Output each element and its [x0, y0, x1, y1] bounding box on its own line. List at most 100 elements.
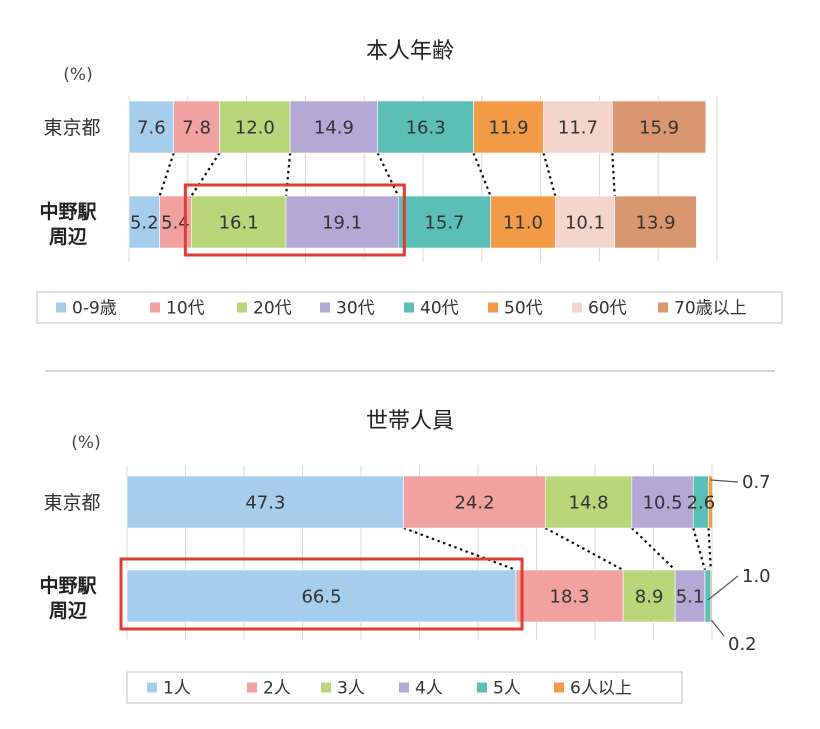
connector-line — [158, 152, 175, 197]
data-label: 11.0 — [503, 213, 543, 234]
legend-swatch — [488, 302, 498, 313]
callout-label: 0.7 — [742, 472, 771, 493]
bar-segment — [289, 100, 379, 154]
data-label: 15.9 — [639, 118, 679, 139]
legend-entry: 10代 — [166, 299, 205, 319]
bar-segment — [614, 195, 697, 249]
legend-swatch — [237, 302, 247, 313]
connector-line — [376, 152, 400, 197]
unit-label: (%) — [63, 65, 92, 85]
bar-segment — [544, 475, 633, 529]
legend-entry: 20代 — [253, 299, 292, 319]
legend-swatch — [150, 302, 160, 313]
bar-segment — [128, 100, 174, 154]
data-label: 10.1 — [565, 213, 605, 234]
data-label: 15.7 — [424, 213, 464, 234]
data-label: 5.2 — [130, 213, 159, 234]
legend-entry: 0-9歳 — [72, 299, 117, 319]
legend-swatch — [247, 682, 257, 693]
callout-leader — [710, 479, 739, 483]
bar-segment — [708, 475, 713, 529]
legend-swatch — [658, 302, 668, 313]
data-label: 18.3 — [550, 587, 590, 608]
legend-swatch — [404, 302, 414, 313]
connector-lines — [158, 152, 616, 197]
data-label: 13.9 — [636, 213, 676, 234]
data-label: 11.9 — [489, 118, 529, 139]
data-label: 5.1 — [676, 587, 705, 608]
legend-entry: 40代 — [420, 299, 459, 319]
legend-entry: 30代 — [336, 299, 375, 319]
bar-row: 7.6 7.8 12.0 14.9 16.3 11.9 11.7 15.9 — [128, 100, 707, 154]
bar-segment — [490, 195, 556, 249]
category-label: 中野駅周辺 — [39, 200, 97, 248]
bar-segment — [403, 475, 546, 529]
data-label: 24.2 — [454, 493, 494, 514]
bar-segment — [704, 569, 712, 623]
connector-line — [544, 527, 624, 571]
data-label: 5.4 — [161, 213, 190, 234]
connector-line — [611, 152, 616, 197]
category-label: 東京都 — [43, 492, 100, 514]
data-label: 16.3 — [406, 118, 446, 139]
connector-line — [403, 526, 517, 572]
highlight-box — [183, 183, 406, 257]
data-label: 7.6 — [137, 118, 166, 139]
legend-swatch — [147, 682, 157, 693]
highlight-box — [119, 557, 524, 631]
chart-household: 世帯人員 (%) 47.3 24.2 14.8 10.5 2.6 東京都 66.5 18.3 8.9… — [39, 409, 771, 704]
bar-segment — [191, 195, 287, 249]
bar-segment — [173, 100, 220, 154]
bar-segment — [219, 100, 291, 154]
legend-swatch — [399, 682, 409, 693]
callout-label: 1.0 — [742, 566, 771, 587]
legend-entry: 50代 — [504, 299, 543, 319]
legend-swatch — [572, 302, 582, 313]
data-label: 66.5 — [301, 587, 341, 608]
bar-segment — [710, 569, 713, 623]
connector-line — [707, 527, 712, 571]
category-label: 東京都 — [43, 117, 100, 139]
legend-entry: 5人 — [493, 679, 521, 699]
legend: 1人 2人 3人 4人 5人 6人以上 — [126, 671, 683, 704]
callout-label: 0.2 — [728, 634, 757, 655]
legend-swatch — [320, 302, 330, 313]
legend-swatch — [554, 682, 564, 693]
bar-segment — [543, 100, 613, 154]
data-label: 14.9 — [314, 118, 354, 139]
bar-segment — [674, 569, 706, 623]
legend-swatch — [477, 682, 487, 693]
legend-entry: 3人 — [337, 679, 365, 699]
chart-age: 本人年齢 (%) 7.6 7.8 12.0 14.9 16.3 11.9 11.7 15.9 東京都… — [36, 39, 783, 324]
data-label: 8.9 — [635, 587, 664, 608]
bar-row: 5.2 5.4 16.1 19.1 15.7 11.0 10.1 13.9 — [128, 195, 697, 249]
callout-leader — [710, 619, 725, 637]
connector-line — [692, 527, 707, 571]
bar-segment — [622, 569, 676, 623]
legend: 0-9歳 10代 20代 30代 40代 50代 60代 70歳以上 — [36, 291, 783, 324]
legend-entry: 4人 — [415, 679, 443, 699]
bar-segment — [377, 100, 474, 154]
bar-segment — [398, 195, 491, 249]
chart-title: 本人年齢 — [366, 39, 454, 64]
bar-segment — [554, 195, 615, 249]
bar-segment — [612, 100, 707, 154]
legend-swatch — [321, 682, 331, 693]
data-label: 16.1 — [219, 213, 259, 234]
legend-entry: 2人 — [263, 679, 291, 699]
bar-row: 66.5 18.3 8.9 5.1 — [126, 569, 713, 623]
data-label: 7.8 — [182, 118, 211, 139]
connector-line — [631, 527, 676, 571]
unit-label: (%) — [71, 433, 100, 453]
bar-segment — [285, 195, 399, 249]
bar-segment — [515, 569, 624, 623]
bar-segment — [631, 475, 694, 529]
chart-title: 世帯人員 — [366, 409, 454, 434]
connector-line — [472, 152, 492, 197]
connector-line — [190, 152, 221, 197]
legend-entry: 6人以上 — [570, 679, 632, 699]
data-label: 10.5 — [643, 493, 683, 514]
bar-segment — [126, 475, 405, 529]
legend-entry: 70歳以上 — [674, 299, 747, 319]
